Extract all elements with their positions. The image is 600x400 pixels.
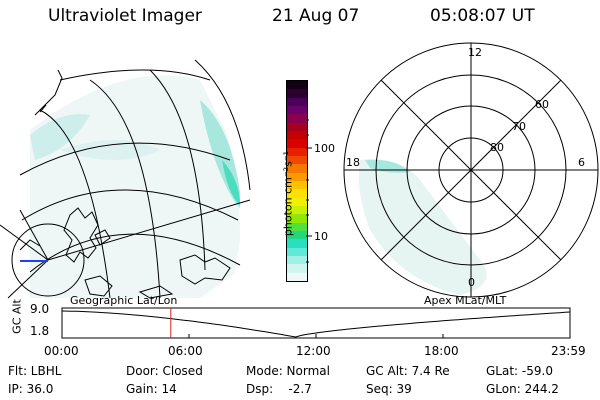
gain-value: Gain: 14: [126, 382, 177, 396]
colorbar-segment: [287, 272, 307, 281]
y-tick-high: 9.0: [30, 302, 50, 316]
color-bar: [286, 80, 308, 282]
colorbar-segment: [287, 155, 307, 165]
colorbar-segment: [287, 97, 307, 106]
colorbar-segment: [287, 114, 307, 123]
flt-value: Flt: LBHL: [8, 364, 62, 378]
y-axis-label: GC Alt: [10, 299, 24, 334]
glat-value: GLat: -59.0: [486, 364, 553, 378]
geo-grid: [0, 59, 251, 299]
mlt-label-0: 0: [468, 276, 475, 289]
gcalt-value: GC Alt: 7.4 Re: [366, 364, 450, 378]
colorbar-segment: [287, 139, 307, 148]
altitude-curve: [61, 310, 571, 338]
colorbar-segment: [287, 130, 307, 140]
colorbar-segment: [287, 122, 307, 131]
colorbar-segment: [287, 214, 307, 223]
colorbar-segment: [287, 81, 307, 90]
aurora-emission-area: [30, 75, 240, 298]
polar-grid: [343, 42, 599, 298]
colorbar-segment: [287, 247, 307, 256]
geographic-image: [0, 59, 251, 299]
polar-emission-area: [358, 159, 487, 295]
colorbar-segment: [287, 255, 307, 265]
colorbar-axis: [306, 119, 312, 263]
polar-plot: [343, 42, 599, 298]
door-value: Door: Closed: [126, 364, 203, 378]
colorbar-segment: [287, 180, 307, 190]
mlt-label-6: 6: [578, 156, 585, 169]
mlt-label-12: 12: [468, 46, 482, 59]
colorbar-segment: [287, 239, 307, 248]
altitude-plot: [61, 307, 571, 339]
colorbar-segment: [287, 189, 307, 198]
y-tick-low: 1.8: [30, 324, 50, 338]
ip-value: IP: 36.0: [8, 382, 54, 396]
mode-value: Mode: Normal: [246, 364, 330, 378]
colorbar-segment: [287, 230, 307, 240]
x-tick-0600: 06:00: [168, 344, 203, 358]
date-label: 21 Aug 07: [272, 6, 360, 26]
seq-value: Seq: 39: [366, 382, 412, 396]
glon-value: GLon: 244.2: [486, 382, 559, 396]
instrument-title: Ultraviolet Imager: [48, 6, 202, 26]
colorbar-segment: [287, 222, 307, 231]
colorbar-segment: [287, 105, 307, 115]
colorbar-segment: [287, 205, 307, 215]
colorbar-segment: [287, 89, 307, 98]
x-tick-2359: 23:59: [551, 344, 586, 358]
colorbar-segment: [287, 147, 307, 156]
time-label: 05:08:07 UT: [430, 6, 535, 26]
right-title: Apex MLat/MLT: [424, 294, 507, 307]
dsp-value: Dsp: -2.7: [246, 382, 312, 396]
mlat-label-80: 80: [490, 141, 504, 154]
x-tick-0000: 00:00: [44, 344, 79, 358]
colorbar-segment: [287, 172, 307, 181]
colorbar-label: photon cm⁻²s⁻¹: [281, 150, 295, 237]
colorbar-segment: [287, 164, 307, 173]
mlat-label-70: 70: [512, 120, 526, 133]
colorbar-tick-100: 100: [314, 142, 335, 155]
mlt-label-18: 18: [346, 156, 360, 169]
coastlines: [19, 69, 231, 299]
colorbar-segment: [287, 197, 307, 206]
mlat-label-60: 60: [535, 98, 549, 111]
colorbar-tick-10: 10: [314, 230, 328, 243]
colorbar-segment: [287, 264, 307, 273]
left-title: Geographic Lat/Lon: [70, 294, 178, 307]
x-tick-1200: 12:00: [296, 344, 331, 358]
x-tick-1800: 18:00: [424, 344, 459, 358]
